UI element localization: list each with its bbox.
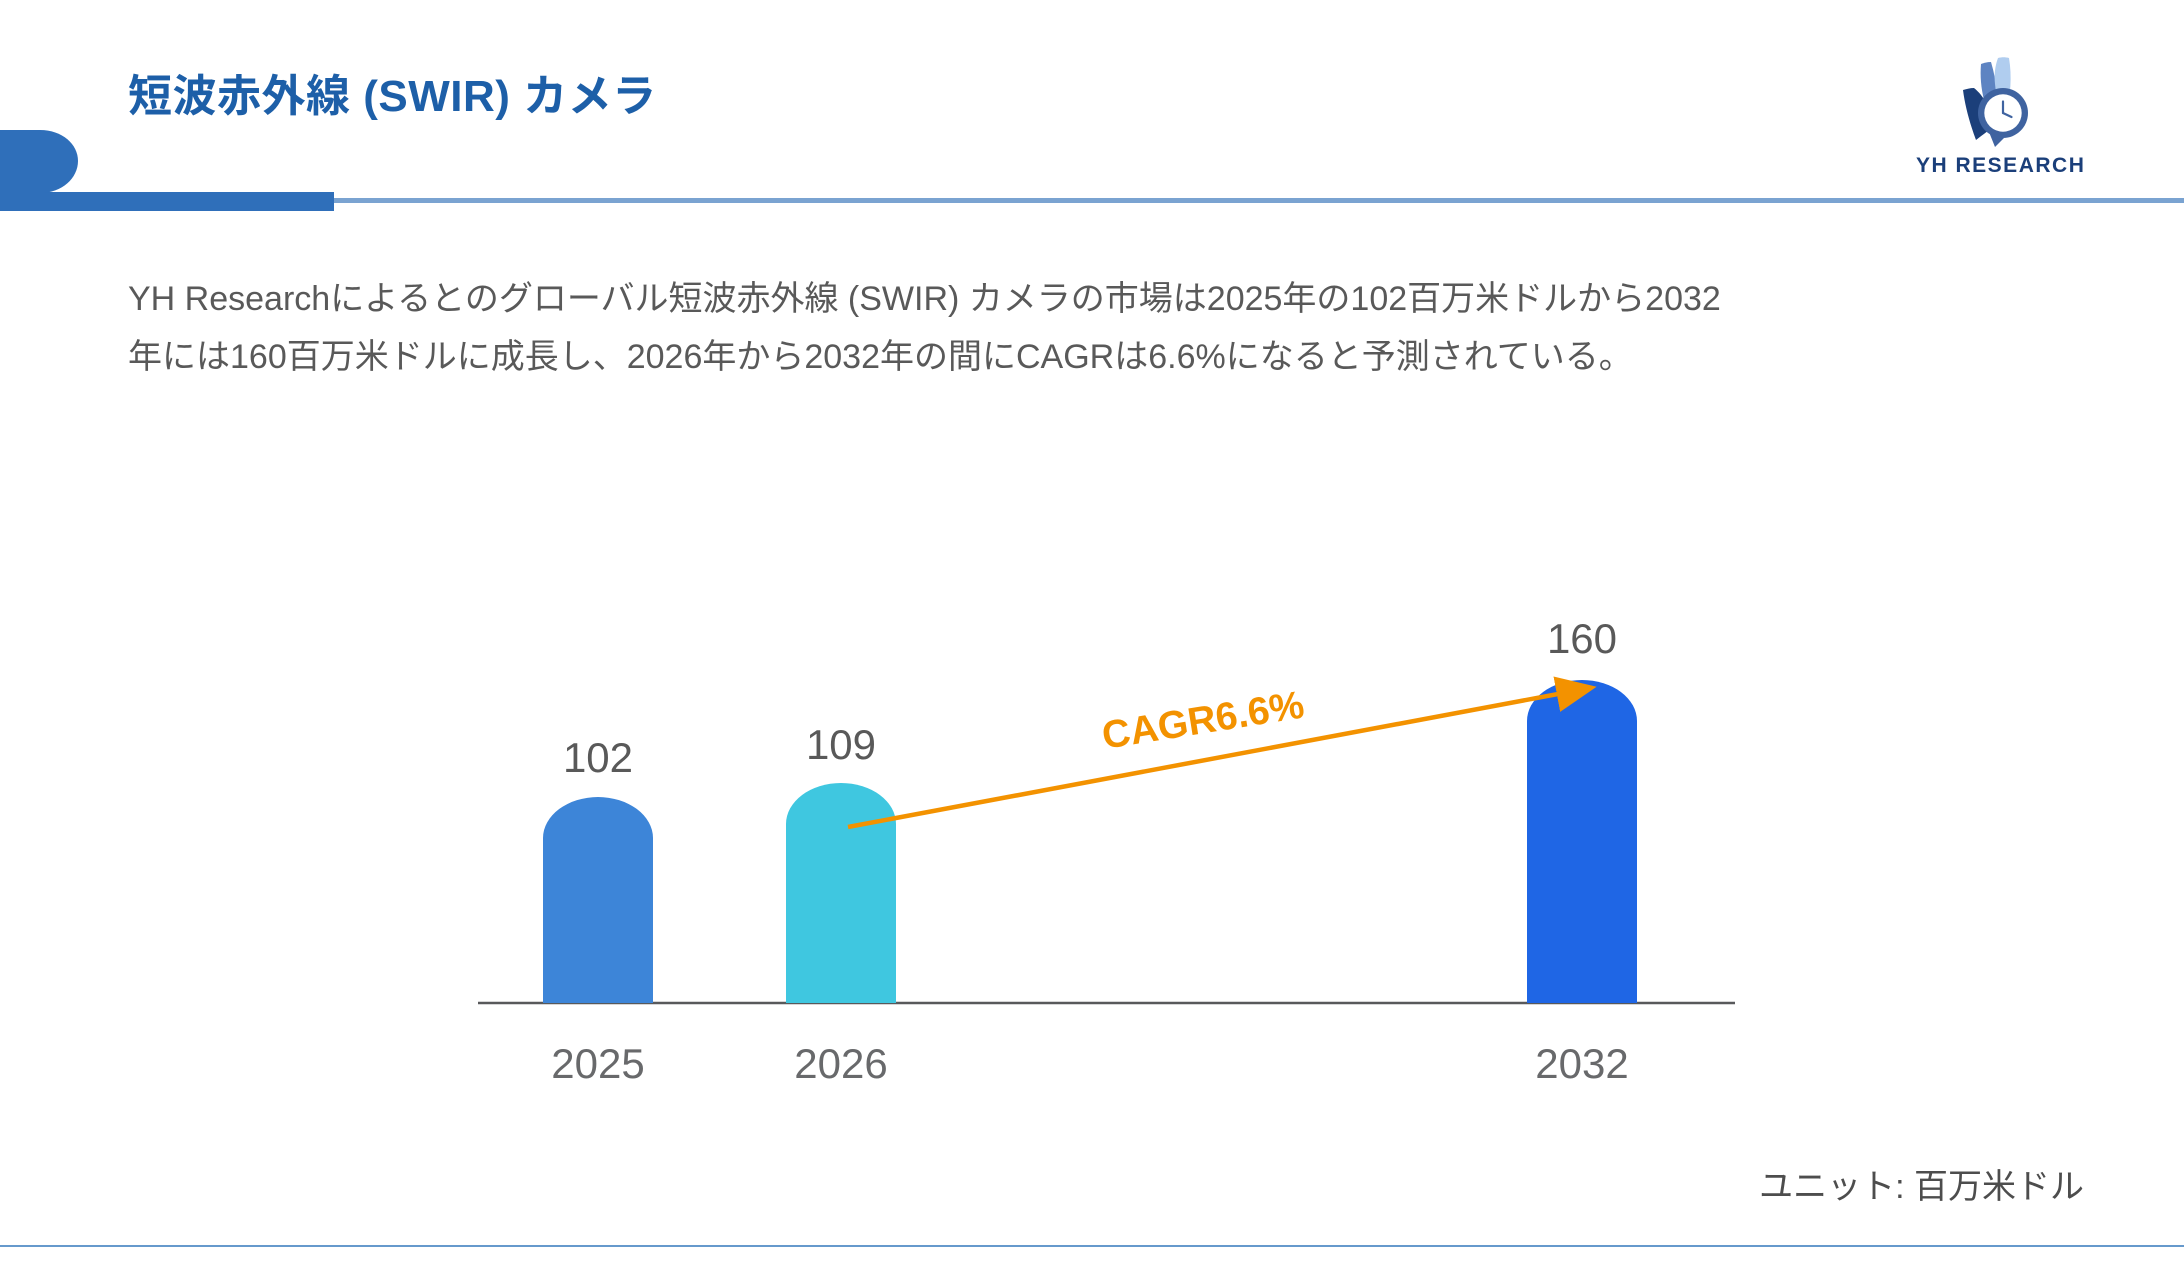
svg-text:102: 102 [563,734,633,781]
svg-text:109: 109 [806,721,876,768]
svg-text:ユニット: 百万米ドル: ユニット: 百万米ドル [1759,1168,2084,1206]
svg-text:2025: 2025 [551,1040,644,1087]
svg-text:2032: 2032 [1535,1040,1628,1087]
svg-text:2026: 2026 [794,1040,887,1087]
svg-text:160: 160 [1547,620,1617,662]
